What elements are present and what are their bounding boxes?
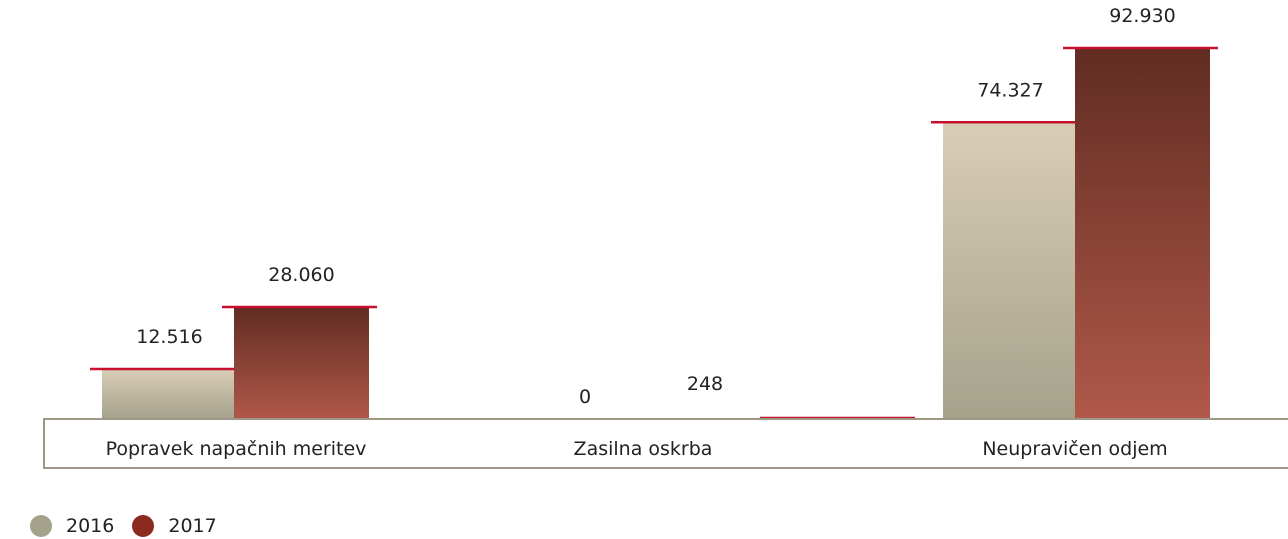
bar-2016 [102,369,237,419]
legend-label-2017: 2017 [168,515,217,537]
data-label-2017: 92.930 [1109,5,1175,27]
data-label-2017: 248 [687,373,723,395]
bar-2017 [234,306,369,419]
data-label-2016: 74.327 [977,79,1043,101]
legend-swatch-2016 [30,515,52,537]
data-label-2016: 0 [579,386,591,408]
bars-layer: 12.516 28.060 0 248 74.327 92.930 [90,5,1218,420]
legend-swatch-2017 [132,515,155,537]
category-label: Popravek napačnih meritev [106,438,367,460]
bar-2017 [1075,48,1210,419]
legend-item-2016: 2016 [30,515,114,537]
legend: 2016 2017 [30,513,235,539]
category-axis-box [43,418,1288,469]
data-label-2017: 28.060 [268,264,334,286]
legend-item-2017: 2017 [132,515,217,537]
data-label-2016: 12.516 [136,326,202,348]
bar-chart: 12.516 28.060 0 248 74.327 92.930 Popravek na… [43,5,1288,469]
category-label: Zasilna oskrba [574,438,713,460]
legend-label-2016: 2016 [66,515,115,537]
category-labels: Popravek napačnih meritev Zasilna oskrba… [106,438,1168,460]
bar-2016 [943,122,1078,419]
category-label: Neupravičen odjem [982,438,1167,460]
